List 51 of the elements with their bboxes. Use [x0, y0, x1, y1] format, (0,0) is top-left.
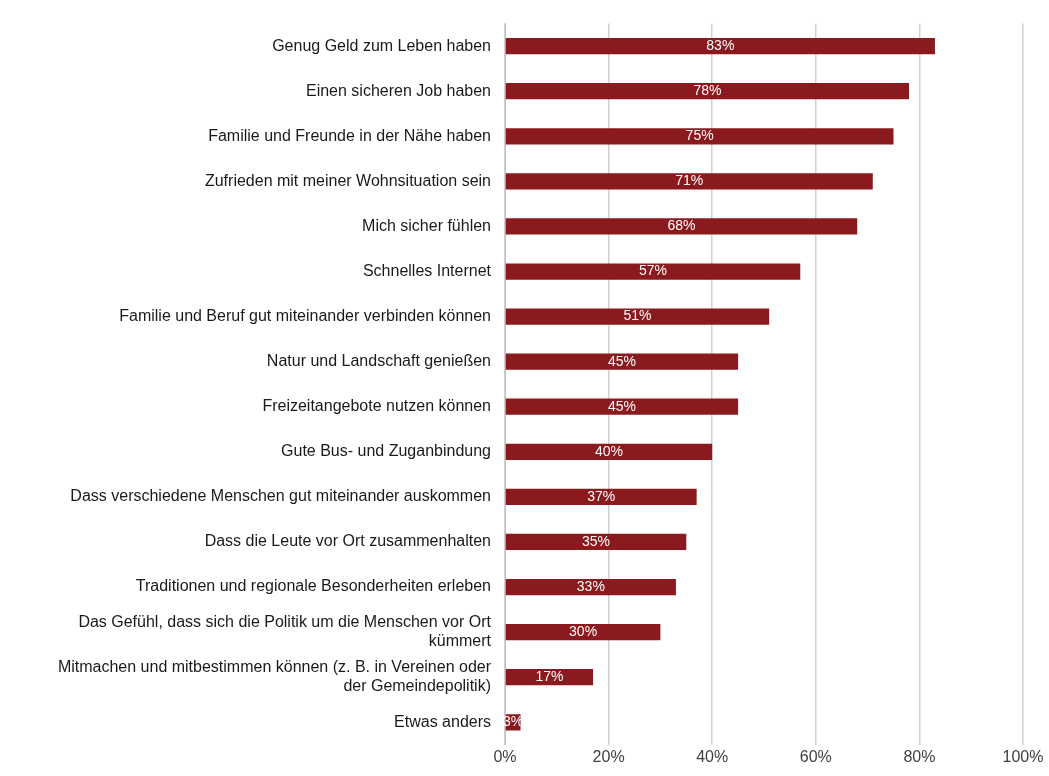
y-tick-label: Freizeitangebote nutzen können — [262, 397, 491, 415]
data-label: 83% — [706, 37, 735, 53]
bar — [505, 173, 873, 190]
y-tick-label: Schnelles Internet — [362, 261, 492, 279]
y-tick-label: Genug Geld zum Leben haben — [272, 36, 491, 54]
x-tick-label: 60% — [799, 747, 832, 765]
bar — [505, 128, 894, 145]
y-tick-label: Gute Bus- und Zuganbindung — [281, 442, 491, 460]
y-tick-label: Familie und Beruf gut miteinander verbinden können — [119, 306, 491, 324]
bar — [505, 624, 661, 641]
bar — [505, 443, 713, 460]
data-label: 33% — [576, 577, 605, 594]
data-label: 71% — [675, 172, 704, 189]
data-label: 45% — [607, 397, 636, 414]
bar — [505, 578, 676, 596]
data-label: 35% — [582, 532, 611, 549]
data-label: 51% — [623, 307, 652, 324]
bar — [505, 83, 910, 100]
y-tick-label: Mich sicher fühlen — [362, 216, 491, 234]
y-tick-label: Familie und Freunde in der Nähe haben — [208, 126, 491, 144]
bar — [505, 488, 697, 505]
y-tick-label: Das Gefühl, dass sich die Politik um die Menschen vor Ort kümmert — [78, 612, 492, 650]
data-label: 37% — [587, 487, 616, 504]
data-label: 30% — [569, 622, 598, 639]
x-tick-label: 100% — [1002, 747, 1044, 765]
bar — [505, 218, 858, 235]
data-label: 17% — [535, 668, 564, 685]
x-tick-label: 0% — [493, 747, 517, 765]
y-tick-label: Natur und Landschaft genießen — [266, 352, 491, 370]
bar — [505, 353, 739, 370]
y-tick-label: Traditionen und regionale Besonderheiten erleben — [135, 577, 491, 595]
x-tick-label: 80% — [903, 747, 936, 765]
y-tick-label: Mitmachen und mitbestimmen können (z. B. in Vereinen oder der Gemeindepolitik) — [57, 657, 492, 695]
data-label: 78% — [693, 82, 722, 99]
y-tick-label: Dass verschiedene Menschen gut miteinander auskommen — [70, 487, 491, 505]
x-tick-label: 40% — [696, 747, 729, 765]
data-label: 45% — [607, 352, 636, 369]
data-label: 57% — [638, 262, 668, 279]
bar — [505, 263, 801, 280]
y-tick-label: Zufrieden mit meiner Wohnsituation sein — [204, 171, 491, 189]
y-tick-label: Dass die Leute vor Ort zusammenhalten — [204, 532, 491, 550]
data-label: 40% — [594, 442, 623, 459]
bar — [505, 38, 935, 55]
y-tick-label: Einen sicheren Job haben — [305, 81, 491, 99]
data-label: 68% — [667, 217, 696, 234]
bar — [505, 398, 739, 415]
x-tick-label: 20% — [592, 747, 625, 765]
data-label: 75% — [685, 127, 714, 144]
bar — [505, 533, 687, 551]
y-tick-label: Etwas anders — [394, 712, 491, 730]
bar — [505, 308, 770, 325]
